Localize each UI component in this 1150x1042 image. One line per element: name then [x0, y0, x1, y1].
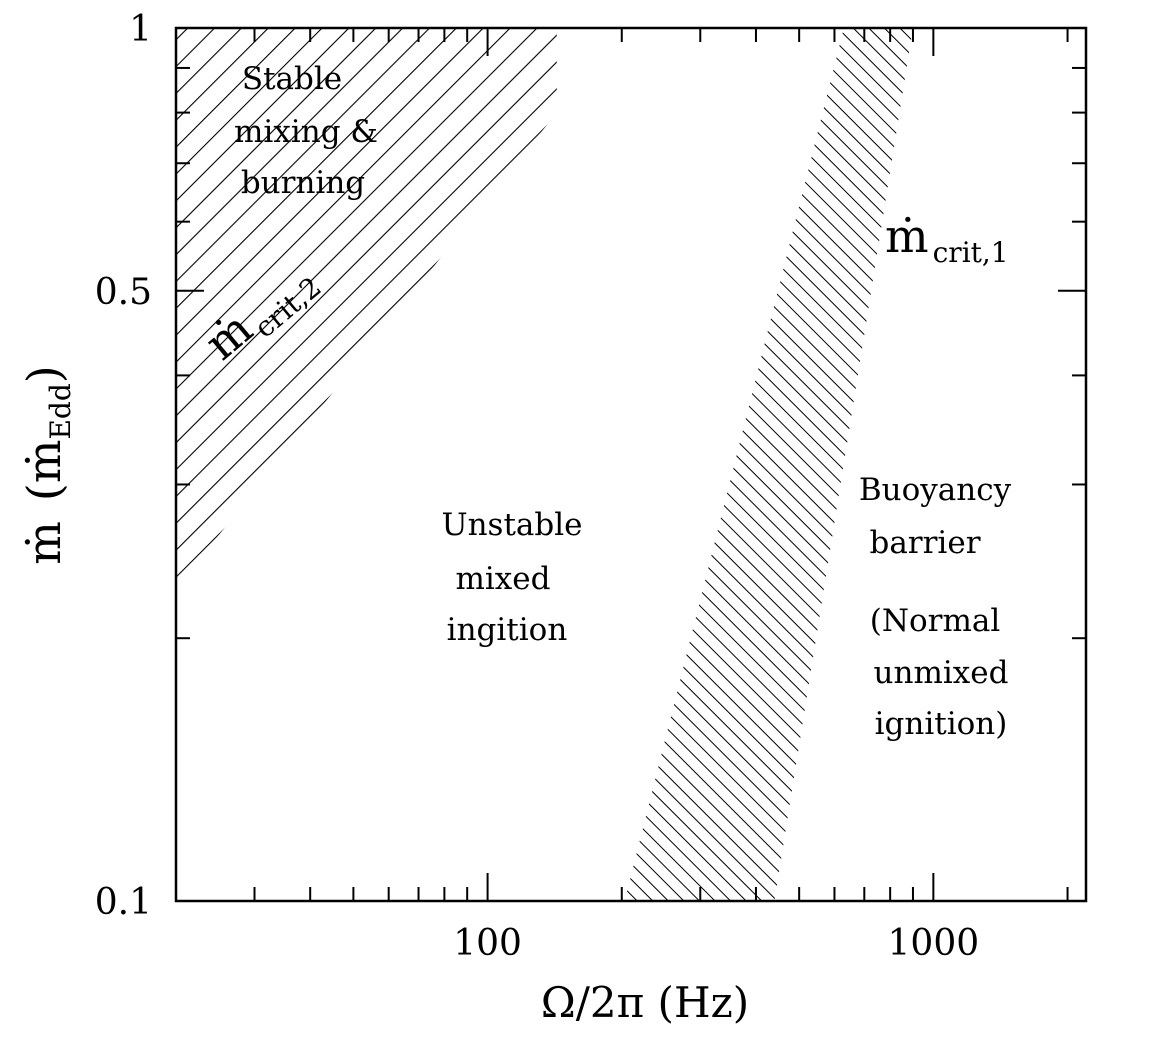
svg-text:(Normal: (Normal	[870, 603, 1001, 639]
y-axis-unit-symbol: ṁ	[17, 440, 71, 484]
svg-text:Unstable: Unstable	[441, 507, 582, 543]
label-mdot-crit-1: ṁ crit,1	[885, 209, 1009, 269]
svg-text:burning: burning	[241, 165, 365, 201]
plot-frame	[174, 26, 1088, 903]
y-axis-paren-close: )	[17, 365, 71, 383]
y-axis-paren-open: (	[17, 483, 71, 501]
y-minor-ticks	[176, 66, 1086, 640]
x-major-ticks	[486, 28, 935, 901]
band-mdot-crit-1	[624, 28, 913, 901]
region-label-buoyancy: Buoyancy barrier	[859, 472, 1012, 561]
y-axis-unit-subscript: Edd	[44, 383, 77, 439]
region-label-stable: Stable mixing & burning	[234, 61, 378, 201]
svg-text:mixing &: mixing &	[234, 114, 378, 150]
x-tick-labels: 100 1000	[453, 923, 979, 964]
y-tick-label: 0.5	[95, 272, 152, 313]
svg-text:Buoyancy: Buoyancy	[859, 472, 1012, 508]
y-axis-title: ṁ(ṁEdd)	[17, 365, 77, 564]
region-label-unstable: Unstable mixed ingition	[441, 507, 582, 648]
svg-text:unmixed: unmixed	[874, 655, 1009, 691]
x-axis-title: Ω/2π (Hz)	[541, 978, 749, 1027]
label-mdot-crit-1-subscript: crit,1	[933, 236, 1009, 269]
region-label-normal: (Normal unmixed ignition)	[870, 603, 1009, 742]
y-axis-title-symbol: ṁ	[17, 521, 71, 565]
svg-text:barrier: barrier	[869, 525, 980, 561]
label-mdot-crit-1-symbol: ṁ	[885, 209, 929, 263]
svg-text:ṁcrit,1: ṁ crit,1	[885, 209, 1009, 269]
y-tick-label: 1	[129, 9, 152, 50]
x-minor-ticks	[175, 28, 1069, 901]
band-mdot-crit-2	[176, 28, 557, 589]
y-tick-labels: 0.1 0.5 1	[95, 9, 152, 923]
svg-text:mixed: mixed	[456, 561, 551, 597]
svg-text:ṁ(ṁEdd): ṁ(ṁEdd)	[17, 365, 77, 564]
x-tick-label: 100	[453, 923, 522, 964]
x-tick-label: 1000	[888, 923, 980, 964]
svg-text:Stable: Stable	[242, 61, 342, 97]
svg-text:ignition): ignition)	[875, 706, 1008, 742]
svg-text:ingition: ingition	[447, 612, 568, 648]
y-tick-label: 0.1	[95, 882, 152, 923]
